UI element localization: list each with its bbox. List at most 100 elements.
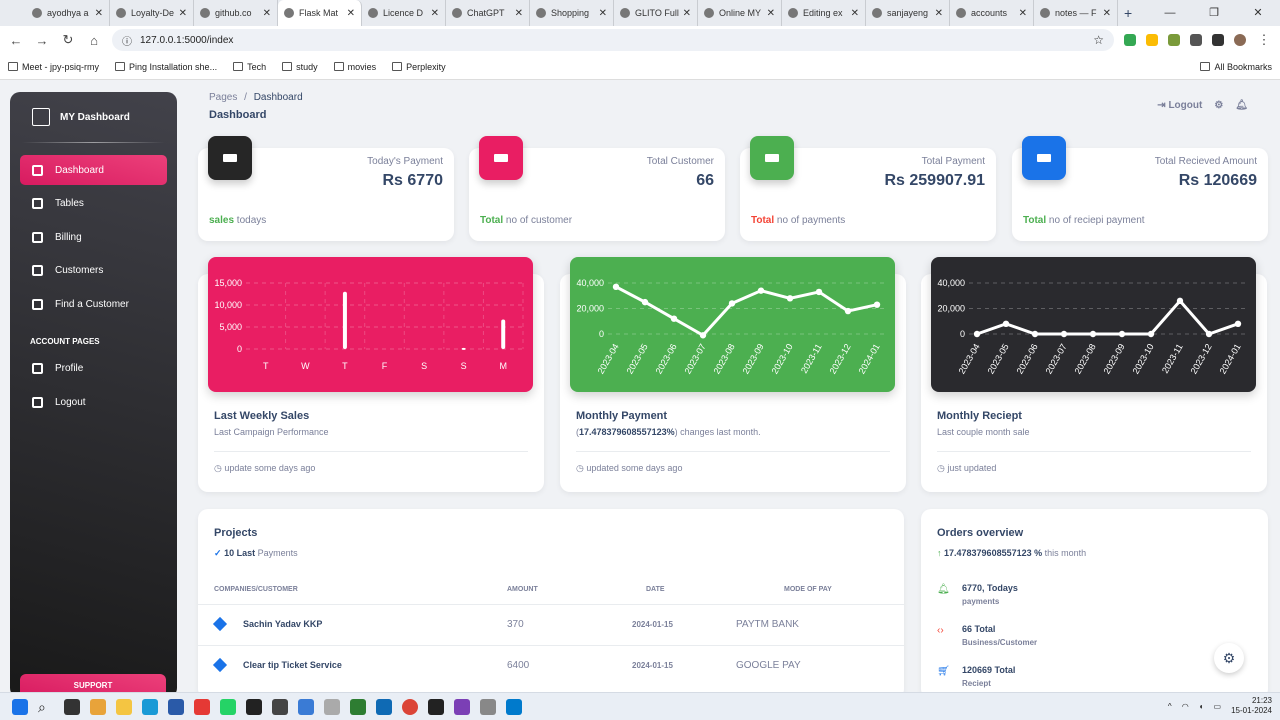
x-tick-label: S [461,361,467,371]
check-icon: ✓ [214,548,222,558]
bookmark-item[interactable]: Perplexity [392,62,446,72]
chevron-up-icon[interactable]: ^ [1167,701,1172,711]
settings-fab-gear-icon[interactable]: ⚙ [1214,643,1244,673]
browser-tab[interactable]: notes — F ✕ [1034,0,1118,26]
app-icon[interactable] [376,698,392,715]
browser-tab[interactable]: Editing ex ✕ [782,0,866,26]
app-icon[interactable] [246,698,262,715]
close-tab-icon[interactable]: ✕ [1102,7,1111,19]
app-icon[interactable] [350,698,366,715]
site-info-icon[interactable]: ⓘ [122,36,132,48]
sidebar-item[interactable]: Customers [20,256,167,286]
close-tab-icon[interactable]: ✕ [766,7,775,19]
logout-link[interactable]: ⇥ Logout [1157,100,1203,111]
table-row[interactable]: Sachin Yadav KKP 370 2024-01-15 PAYTM BANK [198,604,904,644]
brand[interactable]: MY Dashboard [10,92,177,142]
bookmark-item[interactable]: Meet - jpy-psiq-rmy [8,62,99,72]
bell-icon: 🔔︎ [937,584,950,595]
table-row[interactable]: Clear tip Ticket Service 6400 2024-01-15 GO… [198,645,904,685]
close-tab-icon[interactable]: ✕ [178,7,187,19]
breadcrumb-root[interactable]: Pages [209,92,238,103]
sidepanel-icon[interactable] [1212,34,1224,46]
bell-icon[interactable]: 🔔︎ [1235,100,1248,111]
browser-tab[interactable]: Licence D ✕ [362,0,446,26]
browser-tab[interactable]: Flask Mat ✕ [278,0,362,26]
reload-icon[interactable]: ↻ [62,32,74,47]
search-icon[interactable]: ⌕ [38,698,46,715]
database-icon[interactable] [480,698,496,715]
battery-icon[interactable]: ▭ [1213,701,1222,711]
browser-tab[interactable]: ChatGPT ✕ [446,0,530,26]
browser-tab[interactable]: sanjayeng ✕ [866,0,950,26]
bookmark-item[interactable]: Ping Installation she... [115,62,217,72]
avatar[interactable] [1234,34,1246,46]
favicon-icon [956,8,966,18]
forward-icon[interactable]: → [35,32,49,48]
all-bookmarks[interactable]: All Bookmarks [1200,62,1272,72]
app-icon[interactable] [454,698,470,715]
close-tab-icon[interactable]: ✕ [1018,7,1027,19]
bookmark-star-icon[interactable]: ☆ [1093,33,1104,47]
app-icon[interactable] [194,698,210,715]
app-icon[interactable] [90,698,106,715]
close-tab-icon[interactable]: ✕ [262,7,271,19]
explorer-icon[interactable] [116,698,132,715]
sidebar-item[interactable]: Billing [20,222,167,252]
whatsapp-icon[interactable] [220,698,236,715]
url-input[interactable]: ⓘ 127.0.0.1:5000/index ☆ [112,29,1114,51]
wifi-icon[interactable]: ◠ [1181,701,1189,711]
vscode-icon[interactable] [506,698,522,715]
windows-start-icon[interactable] [12,698,28,715]
browser-tab[interactable]: github.co ✕ [194,0,278,26]
data-point [873,301,881,308]
new-tab-button[interactable]: + [1124,5,1133,21]
close-tab-icon[interactable]: ✕ [598,7,607,19]
browser-tab[interactable]: GLITO Full ✕ [614,0,698,26]
back-icon[interactable]: ← [9,32,23,48]
home-icon[interactable]: ⌂ [90,32,98,48]
volume-icon[interactable]: ◖ [1198,701,1204,711]
sidebar-item[interactable]: Find a Customer [20,289,167,319]
store-icon[interactable] [168,698,184,715]
close-window-button[interactable]: ✕ [1253,7,1263,19]
extension-icon[interactable] [1146,34,1158,46]
app-icon[interactable] [272,698,288,715]
browser-tab[interactable]: Loyalty-De ✕ [110,0,194,26]
clock[interactable]: 21:23 15-01-2024 [1231,696,1272,715]
clock-icon: ◷ [576,463,584,473]
maximize-button[interactable]: ❐ [1209,7,1219,19]
sidebar-item[interactable]: Tables [20,189,167,219]
divider [937,451,1251,452]
close-tab-icon[interactable]: ✕ [850,7,859,19]
drive-icon[interactable] [1124,34,1136,46]
terminal-icon[interactable] [428,698,444,715]
close-tab-icon[interactable]: ✕ [94,7,103,19]
browser-tab[interactable]: Online MY ✕ [698,0,782,26]
chrome-icon[interactable] [402,698,418,715]
bookmark-item[interactable]: Tech [233,62,266,72]
extension-icon[interactable] [1168,34,1180,46]
app-icon[interactable] [298,698,314,715]
sidebar-item[interactable]: Profile [20,354,167,384]
menu-icon[interactable]: ⋮ [1257,32,1271,47]
close-tab-icon[interactable]: ✕ [346,7,355,19]
bookmark-item[interactable]: study [282,62,318,72]
minimize-button[interactable]: — [1164,7,1176,19]
x-tick-label: 2023-04 [957,342,982,376]
close-tab-icon[interactable]: ✕ [430,7,439,19]
app-icon[interactable] [324,698,340,715]
bar [501,319,506,349]
bookmark-item[interactable]: movies [333,62,376,72]
close-tab-icon[interactable]: ✕ [934,7,943,19]
edge-icon[interactable] [142,698,158,715]
close-tab-icon[interactable]: ✕ [514,7,523,19]
gear-icon[interactable]: ⚙ [1214,100,1224,111]
puzzle-icon[interactable] [1190,34,1202,46]
sidebar-item[interactable]: Logout [20,387,167,417]
browser-tab[interactable]: ayodhya a ✕ [26,0,110,26]
taskview-icon[interactable] [64,698,80,715]
close-tab-icon[interactable]: ✕ [682,7,691,19]
browser-tab[interactable]: Shopping ✕ [530,0,614,26]
browser-tab[interactable]: accounts ✕ [950,0,1034,26]
sidebar-item[interactable]: Dashboard [20,155,167,185]
